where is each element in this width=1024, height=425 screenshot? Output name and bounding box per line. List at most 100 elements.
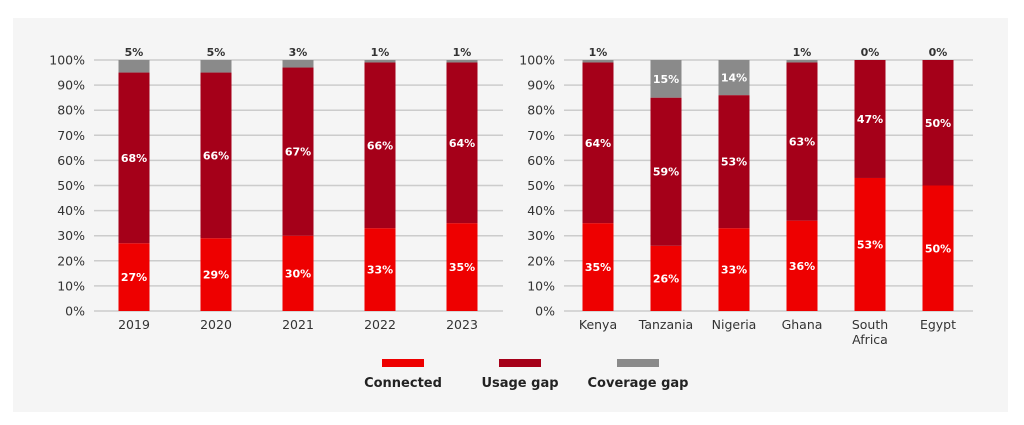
legend-label: Connected <box>364 376 442 391</box>
x-tick-label: 2019 <box>118 317 150 332</box>
y-tick-label: 50% <box>57 178 85 193</box>
data-label: 36% <box>789 260 815 273</box>
y-tick-label: 100% <box>519 53 555 68</box>
data-label: 5% <box>125 46 144 59</box>
y-tick-label: 10% <box>527 278 555 293</box>
data-label: 29% <box>203 269 229 282</box>
data-label: 59% <box>653 166 679 179</box>
y-tick-label: 40% <box>57 203 85 218</box>
y-tick-label: 30% <box>527 228 555 243</box>
data-label: 3% <box>289 46 308 59</box>
bar-segment-connected <box>282 235 314 311</box>
data-label: 63% <box>789 136 815 149</box>
bar-segment-connected <box>446 223 478 311</box>
x-tick-label: Nigeria <box>712 317 757 332</box>
y-tick-label: 0% <box>65 304 85 319</box>
x-tick-label: 2023 <box>446 317 478 332</box>
y-tick-label: 40% <box>527 203 555 218</box>
y-tick-label: 30% <box>57 228 85 243</box>
data-label: 27% <box>121 271 147 284</box>
data-label: 1% <box>793 46 812 59</box>
data-label: 26% <box>653 272 679 285</box>
bar-segment-usage-gap <box>650 97 682 246</box>
legend-swatch <box>499 359 541 367</box>
y-tick-label: 20% <box>527 253 555 268</box>
data-label: 5% <box>207 46 226 59</box>
legend-swatch <box>617 359 659 367</box>
y-tick-label: 10% <box>57 278 85 293</box>
y-tick-label: 100% <box>49 53 85 68</box>
data-label: 64% <box>449 137 475 150</box>
data-label: 50% <box>925 242 951 255</box>
data-label: 64% <box>585 137 611 150</box>
data-label: 66% <box>367 139 393 152</box>
data-label: 15% <box>653 73 679 86</box>
y-tick-label: 90% <box>527 78 555 93</box>
bar-segment-connected <box>650 245 682 311</box>
y-tick-label: 70% <box>527 128 555 143</box>
y-tick-label: 50% <box>527 178 555 193</box>
legend-label: Usage gap <box>481 376 558 391</box>
bar-segment-coverage-gap <box>718 60 750 96</box>
data-label: 53% <box>857 238 883 251</box>
bar-segment-usage-gap <box>446 62 478 224</box>
bar-segment-coverage-gap <box>282 60 314 68</box>
data-label: 30% <box>285 267 311 280</box>
y-tick-label: 70% <box>57 128 85 143</box>
y-tick-label: 60% <box>527 153 555 168</box>
data-label: 14% <box>721 72 747 85</box>
bar-segment-coverage-gap <box>446 60 478 63</box>
y-tick-label: 20% <box>57 253 85 268</box>
bar-segment-usage-gap <box>364 62 396 229</box>
y-tick-label: 80% <box>527 103 555 118</box>
legend-swatch <box>382 359 424 367</box>
x-tick-label: 2020 <box>200 317 232 332</box>
bar-segment-usage-gap <box>854 60 886 178</box>
bar-segment-coverage-gap <box>200 60 232 73</box>
bar-segment-usage-gap <box>786 62 818 221</box>
bar-segment-connected <box>718 228 750 311</box>
bar-segment-usage-gap <box>118 72 150 244</box>
x-tick-label: Ghana <box>782 317 823 332</box>
bar-segment-connected <box>582 223 614 311</box>
data-label: 47% <box>857 113 883 126</box>
bar-segment-coverage-gap <box>650 60 682 98</box>
data-label: 1% <box>453 46 472 59</box>
x-tick-label: Egypt <box>920 317 956 332</box>
bar-segment-usage-gap <box>582 62 614 224</box>
x-tick-label: Tanzania <box>638 317 693 332</box>
bar-segment-usage-gap <box>282 67 314 236</box>
data-label: 35% <box>449 261 475 274</box>
data-label: 50% <box>925 117 951 130</box>
data-label: 66% <box>203 149 229 162</box>
data-label: 33% <box>721 264 747 277</box>
data-label: 1% <box>589 46 608 59</box>
bar-segment-connected <box>854 177 886 311</box>
bar-segment-connected <box>118 243 150 311</box>
data-label: 0% <box>929 46 948 59</box>
bar-segment-usage-gap <box>922 60 954 186</box>
bar-segment-connected <box>922 185 954 311</box>
legend-label: Coverage gap <box>588 376 689 391</box>
bar-segment-usage-gap <box>718 95 750 229</box>
chart-panel <box>13 18 1008 412</box>
x-tick-label: South <box>852 317 888 332</box>
bar-segment-connected <box>786 220 818 311</box>
y-tick-label: 90% <box>57 78 85 93</box>
data-label: 68% <box>121 152 147 165</box>
bar-segment-connected <box>364 228 396 311</box>
bar-segment-coverage-gap <box>582 60 614 63</box>
y-tick-label: 0% <box>535 304 555 319</box>
data-label: 35% <box>585 261 611 274</box>
y-tick-label: 80% <box>57 103 85 118</box>
y-tick-label: 60% <box>57 153 85 168</box>
data-label: 53% <box>721 156 747 169</box>
data-label: 67% <box>285 146 311 159</box>
x-tick-label: Kenya <box>579 317 617 332</box>
x-tick-label: 2022 <box>364 317 396 332</box>
data-label: 0% <box>861 46 880 59</box>
x-tick-label: 2021 <box>282 317 314 332</box>
bar-segment-coverage-gap <box>118 60 150 73</box>
bar-segment-connected <box>200 238 232 311</box>
